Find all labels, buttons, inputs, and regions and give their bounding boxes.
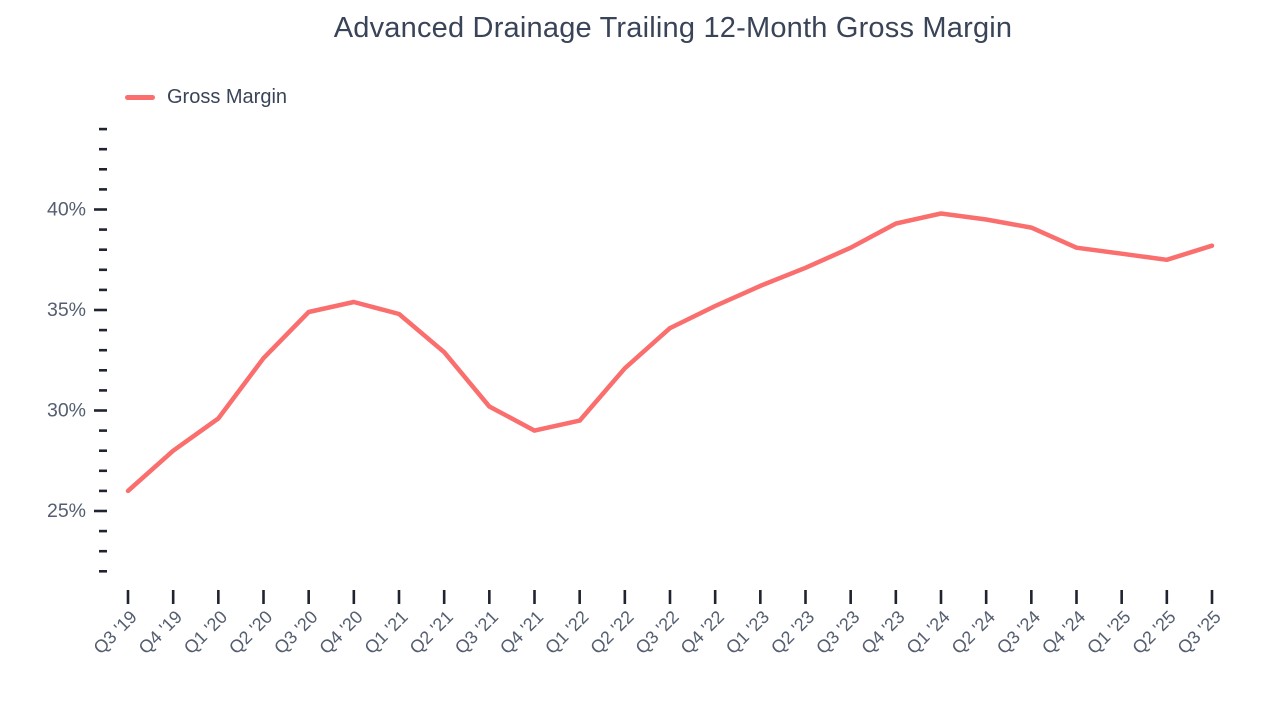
- y-axis-label: 30%: [47, 400, 86, 422]
- x-axis-label: Q4 '19: [135, 607, 186, 658]
- x-axis-label: Q2 '24: [948, 607, 999, 658]
- legend-line-swatch: [125, 95, 155, 100]
- x-axis-label: Q2 '25: [1128, 607, 1179, 658]
- gross-margin-line: [125, 211, 1215, 494]
- x-axis-label: Q1 '22: [541, 607, 592, 658]
- x-axis-label: Q4 '24: [1038, 607, 1089, 658]
- x-axis-label: Q1 '24: [903, 607, 954, 658]
- x-axis-label: Q3 '24: [993, 607, 1044, 658]
- x-axis-label: Q2 '21: [406, 607, 457, 658]
- x-axis-label: Q1 '20: [180, 607, 231, 658]
- x-axis-label: Q3 '19: [90, 607, 141, 658]
- chart-title: Advanced Drainage Trailing 12-Month Gros…: [333, 12, 1013, 44]
- x-axis-label: Q3 '23: [812, 607, 863, 658]
- x-axis-label: Q4 '21: [496, 607, 547, 658]
- legend: Gross Margin: [125, 86, 287, 109]
- x-axis-label: Q2 '20: [225, 607, 276, 658]
- y-axis-label: 35%: [47, 299, 86, 321]
- y-axis-label: 40%: [47, 199, 86, 221]
- x-axis-label: Q3 '21: [451, 607, 502, 658]
- x-axis-label: Q4 '22: [677, 607, 728, 658]
- legend-label: Gross Margin: [167, 86, 288, 108]
- x-axis-label: Q1 '21: [361, 607, 412, 658]
- x-axis-label: Q2 '22: [586, 607, 637, 658]
- x-axis-label: Q2 '23: [767, 607, 818, 658]
- x-axis-label: Q3 '25: [1174, 607, 1225, 658]
- x-axis-label: Q1 '23: [722, 607, 773, 658]
- x-axis-label: Q4 '23: [857, 607, 908, 658]
- x-axis-label: Q4 '20: [315, 607, 366, 658]
- x-axis-label: Q1 '25: [1083, 607, 1134, 658]
- x-axis-label: Q3 '22: [632, 607, 683, 658]
- x-axis-label: Q3 '20: [270, 607, 321, 658]
- y-axis-label: 25%: [47, 500, 86, 522]
